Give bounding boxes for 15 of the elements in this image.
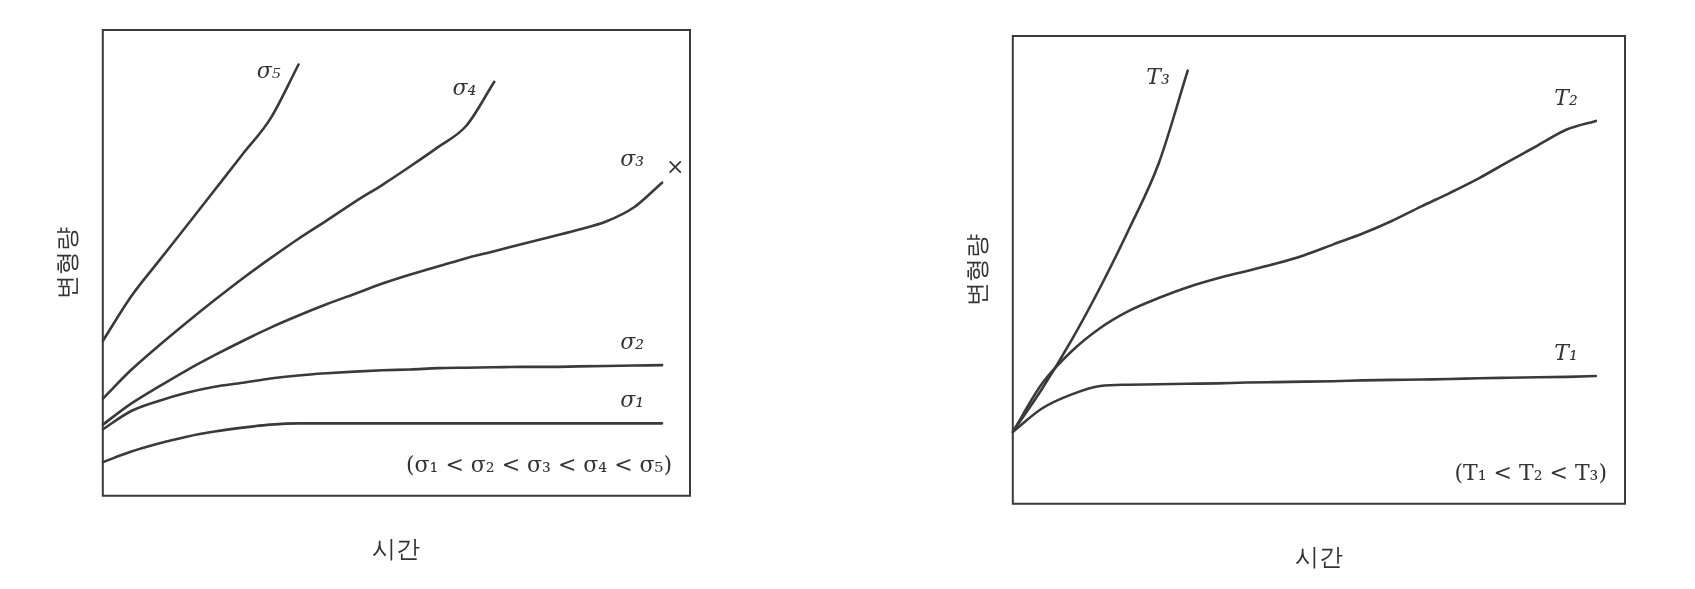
- annotation: (T₁ < T₂ < T₃): [1454, 459, 1607, 485]
- x-axis-title: 시간: [1294, 542, 1343, 571]
- y-axis-title: 변형량: [962, 233, 991, 306]
- series-label: σ₄: [452, 75, 477, 101]
- series-label: σ₃: [620, 146, 645, 172]
- series-label: σ₁: [620, 387, 645, 413]
- series-label: T₃: [1146, 64, 1170, 90]
- series-label: σ₅: [256, 58, 281, 84]
- series-label: T₁: [1554, 339, 1578, 365]
- y-axis-title: 변형량: [52, 226, 81, 299]
- x-axis-title: 시간: [372, 534, 421, 563]
- series-label: σ₂: [620, 328, 645, 354]
- annotation: ×: [666, 154, 685, 180]
- series-label: T₂: [1554, 84, 1578, 110]
- annotation: (σ₁ < σ₂ < σ₃ < σ₄ < σ₅): [405, 451, 672, 477]
